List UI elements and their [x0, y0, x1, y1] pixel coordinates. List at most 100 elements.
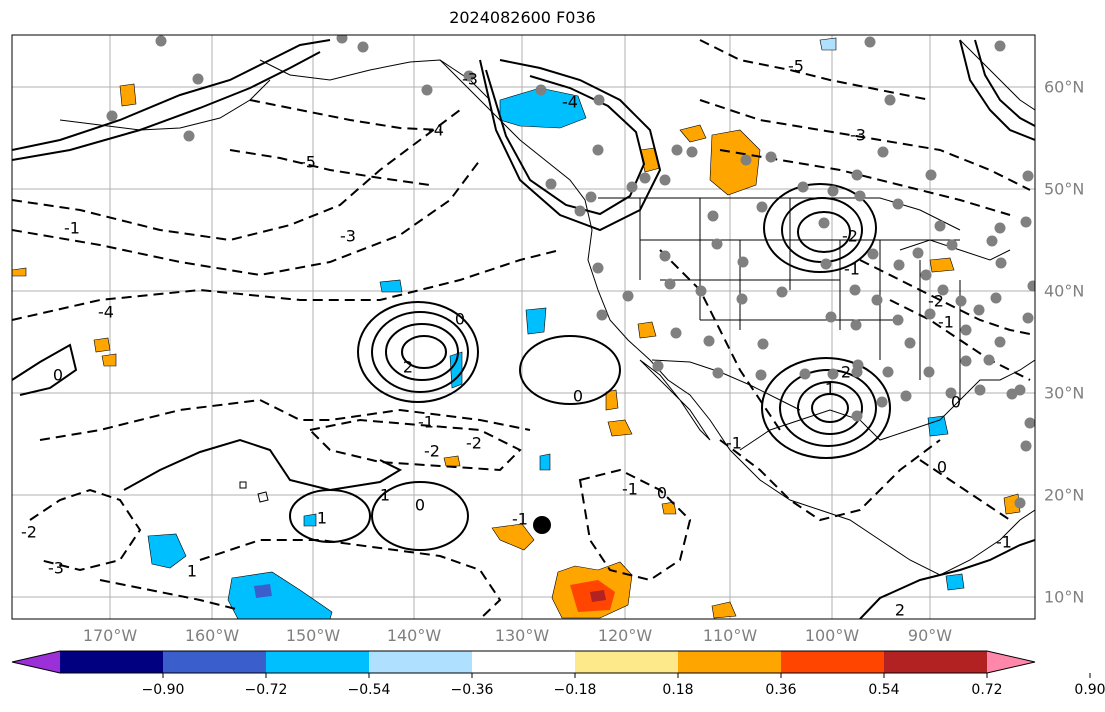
contour-label: 0 [415, 496, 425, 515]
positive-anomaly-region [607, 419, 633, 437]
colorbar-segment [884, 651, 988, 673]
station-dot [756, 201, 768, 213]
station-dot [757, 338, 769, 350]
contour-label: 2 [841, 363, 851, 382]
station-dot [336, 35, 348, 44]
positive-anomaly-region [709, 129, 761, 196]
positive-anomaly-region [119, 83, 137, 107]
station-dot [912, 247, 924, 259]
contour-negative [29, 488, 142, 572]
contour-label: -1 [726, 434, 742, 453]
contour-label: -3 [850, 126, 866, 145]
contour-label: -2 [842, 227, 858, 246]
longitude-label: 140°W [386, 626, 442, 645]
latitude-label: 60°N [1044, 77, 1085, 97]
contour-label: -4 [562, 93, 578, 112]
contour-positive [371, 481, 469, 551]
contour-negative [12, 159, 481, 277]
station-dot [711, 238, 723, 250]
latitude-label: 30°N [1044, 383, 1085, 403]
map-title: 2024082600 F036 [449, 8, 596, 27]
station-dot [1024, 417, 1035, 429]
contour-positive [519, 335, 621, 405]
station-dot [421, 84, 433, 96]
contour-labels: -1-2-3-4-5210-1-2-3-4-5-3-2-1012-2-1010-… [21, 57, 1012, 620]
longitude-label: 170°W [82, 626, 138, 645]
contour-label: -1 [938, 313, 954, 332]
station-dot [755, 369, 767, 381]
longitude-label: 120°W [597, 626, 653, 645]
station-dot [664, 278, 676, 290]
colorbar-tick-label: 0.18 [662, 682, 694, 698]
positive-anomaly-region [101, 353, 117, 367]
colorbar-segment [163, 651, 267, 673]
greenland-coast [959, 39, 1035, 111]
colorbar-tick-label: −0.90 [141, 682, 185, 698]
station-dot [622, 290, 634, 302]
colorbar-segment [266, 651, 370, 673]
contour-label: -2 [21, 523, 37, 542]
station-dot [659, 250, 671, 262]
station-dot [994, 222, 1006, 234]
contour-label: 1 [187, 562, 197, 581]
station-dot [924, 308, 936, 320]
station-dot [904, 337, 916, 349]
positive-anomaly-region [93, 337, 111, 353]
contour-negative [199, 539, 502, 619]
station-dot [882, 366, 894, 378]
station-dot [712, 367, 724, 379]
station-dot [1014, 497, 1026, 509]
contour-label: -3 [462, 70, 478, 89]
station-dot [876, 396, 888, 408]
positive-anomaly-region [491, 523, 535, 551]
station-dot [946, 239, 958, 251]
station-dot [818, 217, 830, 229]
contour-negative [229, 149, 431, 186]
contour-label: 1 [317, 509, 327, 528]
contour-label: 2 [403, 358, 413, 377]
station-dot [106, 110, 118, 122]
contour-label: -1 [622, 480, 638, 499]
contour-positive [779, 369, 877, 447]
positive-anomaly-region [679, 124, 707, 143]
colorbar-segment [60, 651, 164, 673]
station-dot [851, 169, 863, 181]
station-dot [737, 256, 749, 268]
negative-anomaly-region [945, 573, 965, 591]
station-dot [945, 387, 957, 399]
contour-negative [578, 468, 692, 582]
trough-contour [974, 39, 1035, 127]
station-dot [827, 368, 839, 380]
station-dot [1022, 312, 1034, 324]
station-dot [994, 40, 1006, 52]
station-dot [1014, 384, 1026, 396]
shaded-regions [12, 37, 1021, 619]
trough-contour [12, 39, 331, 151]
station-dot [986, 235, 998, 247]
station-dot [923, 366, 935, 378]
baja-california [639, 359, 711, 441]
station-dot [765, 151, 777, 163]
station-dot [851, 410, 863, 422]
colorbar-segment [472, 651, 576, 673]
contour-label: -2 [928, 292, 944, 311]
contour-label: -1 [418, 413, 434, 432]
station-dot [463, 70, 475, 82]
station-dot [960, 355, 972, 367]
station-dot [973, 304, 985, 316]
latitude-label: 20°N [1044, 485, 1085, 505]
station-dot [574, 205, 586, 217]
contour-positive [401, 335, 447, 369]
graticule [12, 35, 1035, 619]
longitude-label: 110°W [702, 626, 758, 645]
contour-negative [699, 39, 931, 101]
contour-label: 0 [951, 393, 961, 412]
trough-contour [959, 39, 1035, 141]
longitude-label: 130°W [494, 626, 550, 645]
contour-positive [385, 323, 459, 381]
station-dot [192, 73, 204, 85]
station-dot [960, 324, 972, 336]
contour-label: -1 [64, 219, 80, 238]
station-dot [626, 181, 638, 193]
